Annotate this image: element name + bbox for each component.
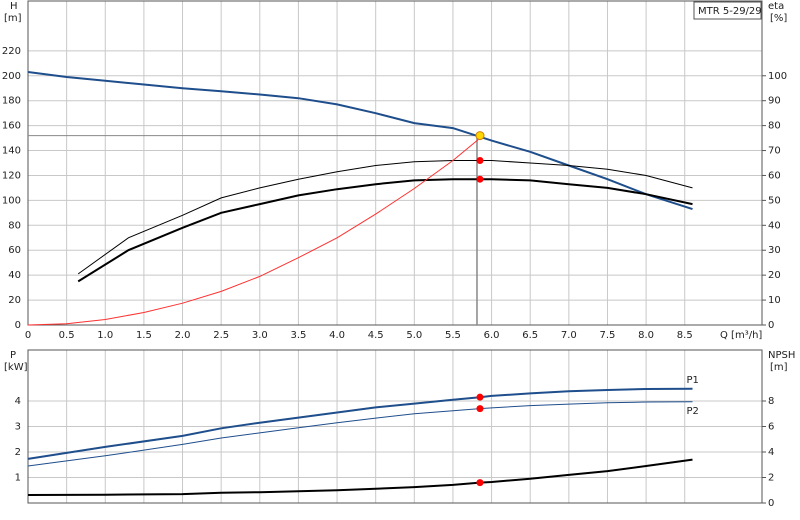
y2-tick-label: 10 bbox=[768, 295, 781, 306]
x-tick-label: 6.0 bbox=[484, 330, 500, 341]
y2-tick-label: 20 bbox=[768, 270, 781, 281]
y2-axis-unit: [m] bbox=[770, 362, 788, 373]
title-box bbox=[693, 1, 762, 20]
operating-point bbox=[476, 157, 484, 165]
y-tick-label: 20 bbox=[8, 295, 21, 306]
operating-point bbox=[476, 175, 484, 183]
y-axis-label: P bbox=[10, 350, 16, 361]
y2-tick-label: 2 bbox=[768, 473, 774, 484]
x-axis-label: Q [m³/h] bbox=[720, 330, 762, 341]
y-tick-label: 220 bbox=[2, 46, 21, 57]
x-tick-label: 0.5 bbox=[59, 330, 75, 341]
series-line bbox=[27, 401, 693, 467]
series-line bbox=[27, 71, 693, 211]
y-tick-label: 140 bbox=[2, 146, 21, 157]
duty-point bbox=[475, 131, 485, 141]
plot-frame bbox=[27, 349, 763, 504]
y2-tick-label: 0 bbox=[768, 320, 774, 331]
x-tick-label: 8.0 bbox=[638, 330, 654, 341]
operating-point bbox=[476, 405, 484, 413]
x-tick-label: 6.5 bbox=[522, 330, 538, 341]
y-axis-unit: [m] bbox=[4, 13, 22, 24]
x-tick-label: 8.5 bbox=[677, 330, 693, 341]
y2-tick-label: 50 bbox=[768, 195, 781, 206]
x-tick-label: 2.0 bbox=[175, 330, 191, 341]
plot-frame bbox=[27, 0, 763, 326]
y2-tick-label: 80 bbox=[768, 121, 781, 132]
y-tick-label: 0 bbox=[15, 320, 21, 331]
y2-tick-label: 60 bbox=[768, 170, 781, 181]
series-label: P2 bbox=[686, 406, 698, 417]
y2-axis-label: NPSH bbox=[768, 350, 795, 361]
series-label: P1 bbox=[686, 375, 698, 386]
y2-tick-label: 0 bbox=[768, 498, 774, 509]
x-tick-label: 4.5 bbox=[368, 330, 384, 341]
y2-tick-label: 100 bbox=[768, 71, 787, 82]
x-tick-label: 3.5 bbox=[290, 330, 306, 341]
y-tick-label: 100 bbox=[2, 195, 21, 206]
y-tick-label: 4 bbox=[15, 396, 21, 407]
x-tick-label: 5.5 bbox=[445, 330, 461, 341]
x-tick-label: 5.0 bbox=[406, 330, 422, 341]
x-tick-label: 7.5 bbox=[600, 330, 616, 341]
x-tick-label: 1.0 bbox=[97, 330, 113, 341]
y-tick-label: 160 bbox=[2, 121, 21, 132]
x-tick-label: 2.5 bbox=[213, 330, 229, 341]
y-tick-label: 180 bbox=[2, 96, 21, 107]
x-tick-label: 4.0 bbox=[329, 330, 345, 341]
y-tick-label: 3 bbox=[15, 422, 21, 433]
y-tick-label: 40 bbox=[8, 270, 21, 281]
y2-tick-label: 70 bbox=[768, 146, 781, 157]
x-tick-label: 1.5 bbox=[136, 330, 152, 341]
y2-axis-label: eta bbox=[768, 1, 784, 12]
y2-tick-label: 4 bbox=[768, 447, 774, 458]
y2-tick-label: 8 bbox=[768, 396, 774, 407]
series-line bbox=[77, 178, 693, 283]
y2-tick-label: 6 bbox=[768, 422, 774, 433]
x-tick-label: 3.0 bbox=[252, 330, 268, 341]
operating-point bbox=[476, 393, 484, 401]
y-axis-label: H bbox=[10, 1, 18, 12]
series-line bbox=[27, 387, 693, 460]
operating-point bbox=[476, 479, 484, 487]
y-tick-label: 1 bbox=[15, 473, 21, 484]
x-tick-label: 0 bbox=[25, 330, 31, 341]
y-axis-unit: [kW] bbox=[4, 362, 28, 373]
y2-axis-unit: [%] bbox=[770, 13, 787, 24]
series-line bbox=[27, 458, 693, 496]
y-tick-label: 120 bbox=[2, 170, 21, 181]
chart-title: MTR 5-29/29 bbox=[698, 6, 762, 17]
y-tick-label: 2 bbox=[15, 447, 21, 458]
y2-tick-label: 90 bbox=[768, 96, 781, 107]
y2-tick-label: 40 bbox=[768, 220, 781, 231]
x-tick-label: 7.0 bbox=[561, 330, 577, 341]
series-line bbox=[27, 137, 481, 326]
series-line bbox=[77, 160, 693, 275]
y-tick-label: 200 bbox=[2, 71, 21, 82]
y-tick-label: 60 bbox=[8, 245, 21, 256]
y-tick-label: 80 bbox=[8, 220, 21, 231]
y2-tick-label: 30 bbox=[768, 245, 781, 256]
